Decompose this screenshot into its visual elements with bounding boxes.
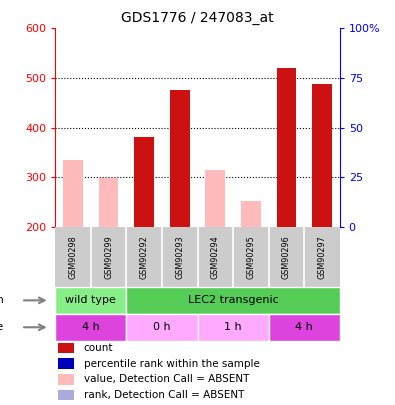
Bar: [312, 84, 332, 227]
Text: percentile rank within the sample: percentile rank within the sample: [84, 358, 260, 369]
Text: GSM90299: GSM90299: [104, 235, 113, 279]
Bar: [241, 201, 261, 227]
Bar: [269, 314, 340, 341]
Text: LEC2 transgenic: LEC2 transgenic: [188, 295, 278, 305]
Bar: [198, 314, 269, 341]
Text: wild type: wild type: [66, 295, 116, 305]
Text: value, Detection Call = ABSENT: value, Detection Call = ABSENT: [84, 374, 249, 384]
Text: 1 h: 1 h: [224, 322, 242, 332]
Text: GSM90297: GSM90297: [318, 235, 326, 279]
Text: GSM90294: GSM90294: [211, 235, 220, 279]
Text: GSM90298: GSM90298: [69, 235, 77, 279]
Bar: [170, 90, 190, 227]
Bar: [134, 137, 154, 227]
Text: 4 h: 4 h: [295, 322, 313, 332]
Bar: [126, 287, 340, 314]
Bar: [99, 178, 118, 227]
Bar: [205, 170, 225, 227]
Bar: [55, 314, 126, 341]
Text: time: time: [0, 322, 4, 332]
Text: GSM90295: GSM90295: [246, 235, 255, 279]
Text: strain: strain: [0, 295, 4, 305]
Text: rank, Detection Call = ABSENT: rank, Detection Call = ABSENT: [84, 390, 244, 400]
Bar: [276, 68, 296, 227]
Text: GSM90293: GSM90293: [175, 235, 184, 279]
Text: GSM90292: GSM90292: [140, 235, 149, 279]
Bar: [58, 343, 74, 354]
Text: 4 h: 4 h: [82, 322, 100, 332]
Bar: [58, 390, 74, 401]
Text: 0 h: 0 h: [153, 322, 171, 332]
Bar: [58, 358, 74, 369]
Text: count: count: [84, 343, 113, 353]
Text: GSM90296: GSM90296: [282, 235, 291, 279]
Bar: [58, 374, 74, 385]
Title: GDS1776 / 247083_at: GDS1776 / 247083_at: [121, 11, 274, 25]
Bar: [126, 314, 198, 341]
Bar: [63, 160, 83, 227]
Bar: [55, 287, 126, 314]
